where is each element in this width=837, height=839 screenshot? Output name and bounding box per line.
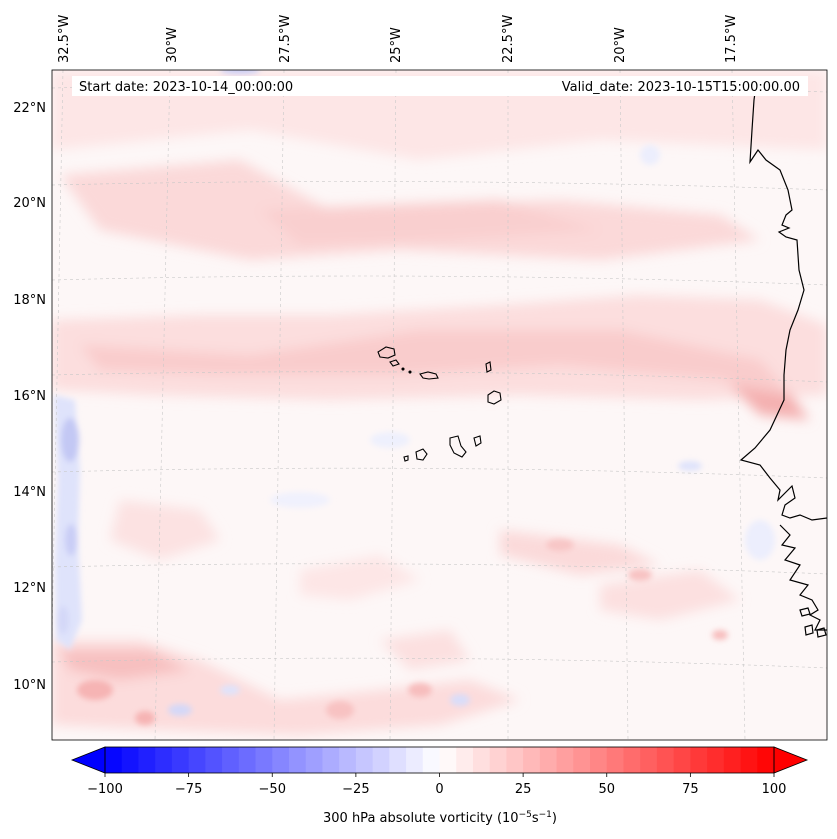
negative-vorticity-patches xyxy=(54,70,775,716)
longitude-labels: 32.5°W 30°W 27.5°W 25°W 22.5°W 20°W 17.5… xyxy=(57,15,739,63)
island-santiago xyxy=(449,435,467,458)
colorbar-segment xyxy=(723,747,741,773)
colorbar-segment xyxy=(322,747,340,773)
island-brava xyxy=(403,455,409,462)
colorbar-segment xyxy=(171,747,190,773)
colorbar-tick-label: 50 xyxy=(598,782,615,797)
lon-label: 17.5°W xyxy=(724,15,739,63)
start-date-label: Start date: 2023-10-14_00:00:00 xyxy=(79,80,293,95)
colorbar-tick-label: 25 xyxy=(515,782,532,797)
colorbar-segment xyxy=(238,747,256,773)
colorbar-tick-label: −50 xyxy=(259,782,286,797)
colorbar-tick-label: 75 xyxy=(682,782,699,797)
colorbar-segment xyxy=(539,747,557,773)
lon-label: 30°W xyxy=(165,27,180,63)
colorbar-segment xyxy=(272,747,290,773)
colorbar-segments xyxy=(105,747,775,773)
colorbar-segment xyxy=(606,747,624,773)
colorbar-segment xyxy=(188,747,206,773)
colorbar-segment xyxy=(472,747,491,773)
colorbar-segment xyxy=(121,747,139,773)
colorbar-label: 300 hPa absolute vorticity (10−5s−1) xyxy=(323,810,557,826)
lat-label: 16°N xyxy=(13,389,46,404)
lat-label: 14°N xyxy=(13,485,46,500)
colorbar-segment xyxy=(389,747,407,773)
island-sao-vicente xyxy=(389,359,400,367)
colorbar-segment xyxy=(288,747,307,773)
vorticity-field xyxy=(52,70,827,740)
colorbar-segment xyxy=(456,747,474,773)
colorbar-tick-label: −75 xyxy=(175,782,202,797)
lon-label: 25°W xyxy=(389,27,404,63)
lon-label: 27.5°W xyxy=(278,15,293,63)
colorbar-segment xyxy=(656,747,675,773)
colorbar-tick-label: 0 xyxy=(435,782,443,797)
colorbar-segment xyxy=(222,747,240,773)
colorbar-ticks: −100 −75 −50 −25 0 25 50 75 100 xyxy=(87,773,786,797)
lat-label: 10°N xyxy=(13,678,46,693)
map-frame xyxy=(51,69,828,741)
lat-label: 18°N xyxy=(13,293,46,308)
island-sao-nicolau xyxy=(419,371,439,380)
colorbar-segment xyxy=(339,747,357,773)
colorbar-segment xyxy=(105,747,123,773)
lat-label: 22°N xyxy=(13,101,46,116)
colorbar-segment xyxy=(506,747,524,773)
colorbar-segment xyxy=(422,747,440,773)
colorbar-segment xyxy=(155,747,173,773)
lat-label: 20°N xyxy=(13,196,46,211)
colorbar-segment xyxy=(590,747,608,773)
colorbar-segment xyxy=(489,747,507,773)
header-background xyxy=(72,76,808,96)
colorbar-segment xyxy=(573,747,591,773)
map-panel xyxy=(51,69,828,741)
colorbar-segment xyxy=(707,747,725,773)
colorbar-segment xyxy=(640,747,658,773)
africa-coastline xyxy=(739,77,827,638)
valid-date-label: Valid_date: 2023-10-15T15:00:00.00 xyxy=(562,80,800,95)
stronger-positive-spots xyxy=(77,539,728,725)
colorbar-segment xyxy=(205,747,223,773)
cape-verde-islands xyxy=(377,346,502,462)
colorbar-segment xyxy=(439,747,457,773)
colorbar-segment xyxy=(523,747,541,773)
colorbar-segment xyxy=(406,747,424,773)
colorbar-segment xyxy=(255,747,273,773)
colorbar-tick-label: −25 xyxy=(342,782,369,797)
colorbar-segment xyxy=(372,747,390,773)
colorbar-extend-max xyxy=(773,746,809,774)
colorbar-segment xyxy=(673,747,691,773)
colorbar-segment xyxy=(690,747,708,773)
island-boa-vista xyxy=(487,390,502,405)
colorbar-tick-label: −100 xyxy=(87,782,123,797)
colorbar-segment xyxy=(138,747,156,773)
lon-label: 22.5°W xyxy=(501,15,516,63)
island-santo-antao xyxy=(377,346,396,359)
colorbar-segment xyxy=(556,747,574,773)
colorbar-extend-min xyxy=(70,746,106,774)
lat-label: 12°N xyxy=(13,581,46,596)
colorbar-segment xyxy=(757,747,775,773)
latitude-labels: 22°N 20°N 18°N 16°N 14°N 12°N 10°N xyxy=(13,101,46,693)
island-maio xyxy=(473,435,482,447)
lon-label: 20°W xyxy=(613,27,628,63)
island-sal xyxy=(485,361,492,373)
colorbar-segment xyxy=(355,747,374,773)
colorbar-segment xyxy=(623,747,641,773)
colorbar-segment xyxy=(305,747,323,773)
colorbar: −100 −75 −50 −25 0 25 50 75 100 300 hPa absolute… xyxy=(70,746,809,826)
colorbar-segment xyxy=(740,747,758,773)
island-fogo xyxy=(415,448,428,461)
lon-label: 32.5°W xyxy=(57,15,72,63)
colorbar-tick-label: 100 xyxy=(762,782,787,797)
